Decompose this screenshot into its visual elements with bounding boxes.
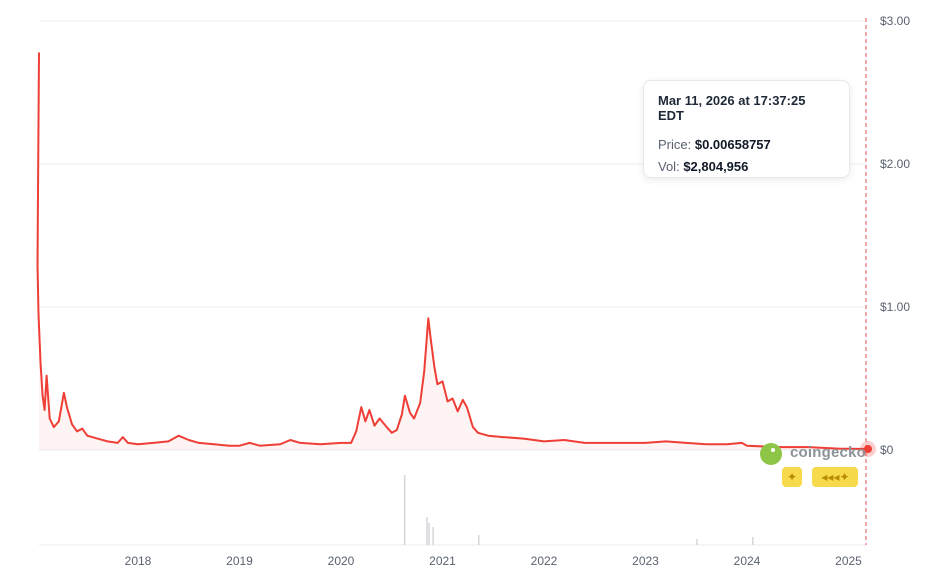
sparkle-badge-icon: ✦ bbox=[782, 467, 802, 487]
tooltip-vol-row: Vol: $2,804,956 bbox=[658, 159, 835, 174]
watermark-brand: coingecko bbox=[790, 444, 866, 461]
y-tick-label: $0 bbox=[880, 443, 894, 457]
x-axis: 2018 2019 2020 2021 2022 2023 2024 2025 bbox=[125, 554, 863, 568]
tooltip-date: Mar 11, 2026 at 17:37:25 EDT bbox=[658, 93, 806, 123]
y-tick-label: $2.00 bbox=[880, 157, 910, 171]
x-tick-label: 2021 bbox=[429, 554, 456, 568]
tooltip-vol-label: Vol: bbox=[658, 159, 680, 174]
x-tick-label: 2019 bbox=[226, 554, 253, 568]
volume-bar bbox=[432, 527, 434, 545]
coingecko-watermark: coingecko ✦ ◂◂◂✦ bbox=[760, 441, 870, 489]
x-tick-label: 2022 bbox=[531, 554, 558, 568]
price-line-path bbox=[36, 52, 869, 450]
volume-bar bbox=[696, 539, 698, 545]
grid-lines bbox=[39, 20, 866, 546]
coingecko-logo-icon bbox=[760, 443, 782, 465]
volume-bar bbox=[428, 523, 430, 545]
volume-bar bbox=[752, 537, 754, 545]
hover-point bbox=[864, 444, 872, 453]
x-tick-label: 2023 bbox=[632, 554, 659, 568]
crosshair bbox=[860, 18, 876, 545]
x-tick-label: 2020 bbox=[328, 554, 355, 568]
y-axis: $0 $1.00 $2.00 $3.00 bbox=[880, 14, 910, 457]
volume-bar bbox=[426, 517, 428, 545]
tooltip-vol-value: $2,804,956 bbox=[683, 159, 749, 174]
rewind-sparkle-badge-icon: ◂◂◂✦ bbox=[812, 467, 859, 487]
x-tick-label: 2025 bbox=[835, 554, 862, 568]
tooltip-price-label: Price: bbox=[658, 137, 692, 152]
volume-bar bbox=[403, 475, 406, 545]
x-tick-label: 2018 bbox=[125, 554, 152, 568]
y-tick-label: $1.00 bbox=[880, 300, 910, 314]
tooltip-price-row: Price: $0.00658757 bbox=[658, 137, 835, 152]
price-tooltip: Mar 11, 2026 at 17:37:25 EDT Price: $0.0… bbox=[643, 80, 850, 178]
price-line bbox=[36, 52, 869, 450]
x-tick-label: 2024 bbox=[734, 554, 761, 568]
volume-bars bbox=[403, 475, 754, 545]
tooltip-price-value: $0.00658757 bbox=[694, 137, 771, 152]
y-tick-label: $3.00 bbox=[880, 14, 910, 28]
volume-bar bbox=[478, 535, 480, 545]
watermark-badges: ✦ ◂◂◂✦ bbox=[782, 467, 864, 487]
